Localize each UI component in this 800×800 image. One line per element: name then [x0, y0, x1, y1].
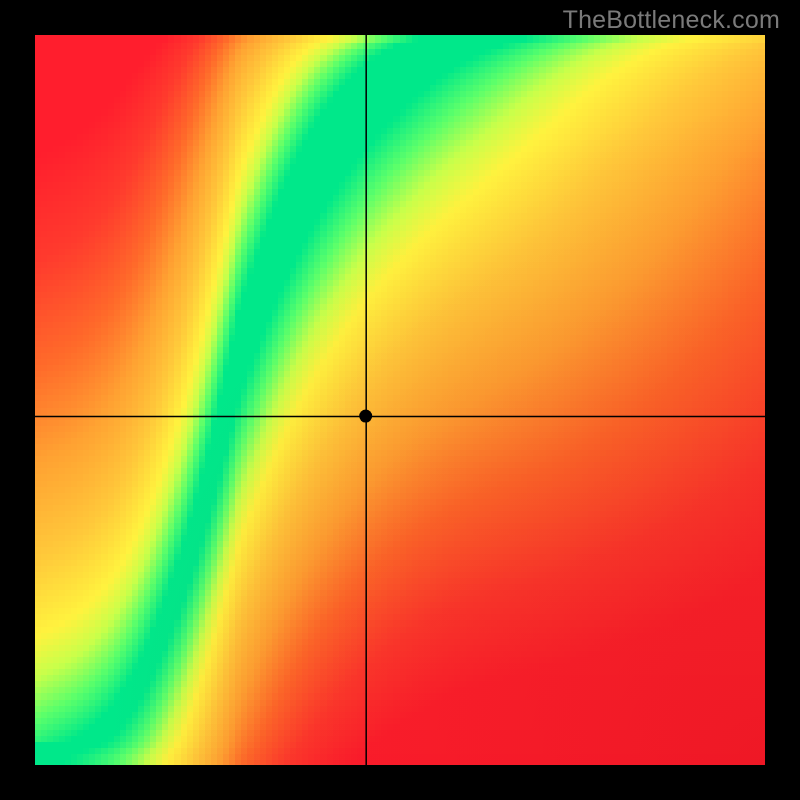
- crosshair-overlay: [35, 35, 765, 765]
- chart-stage: TheBottleneck.com: [0, 0, 800, 800]
- watermark-text: TheBottleneck.com: [563, 6, 780, 35]
